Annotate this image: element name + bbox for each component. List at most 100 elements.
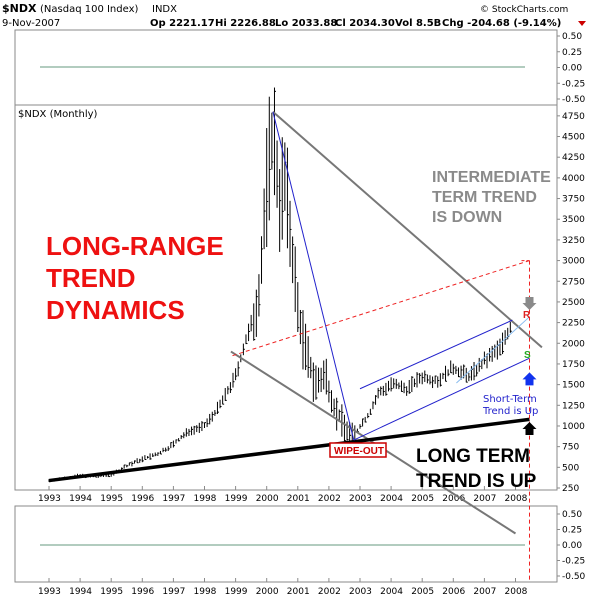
support-marker-s: S: [524, 350, 531, 361]
bottom-y-axis: 0.50 0.25 0.00 -0.25 -0.50: [557, 510, 586, 582]
indicator-y-tick-label: 0.00: [562, 64, 582, 74]
x-tick-label: 1999: [225, 587, 248, 597]
x-tick-label: 2008: [505, 494, 528, 504]
x-tick-label: 1996: [131, 587, 154, 597]
indicator-y-tick-label: -0.25: [562, 79, 585, 89]
price-y-tick-label: 3000: [562, 257, 585, 267]
title-line-2: TREND: [46, 263, 136, 293]
chart-date: 9-Nov-2007: [2, 18, 60, 29]
x-tick-label: 1995: [100, 494, 123, 504]
change-value: Chg -204.68 (-9.14%): [442, 18, 561, 29]
intermediate-line-3: IS DOWN: [432, 209, 502, 226]
wipeout-box: [329, 442, 387, 458]
gray-down-arrow-icon: [522, 297, 537, 311]
intermediate-line-2: TERM TREND: [432, 189, 537, 206]
price-y-tick-label: 1500: [562, 381, 585, 391]
short-term-lower: [353, 357, 530, 441]
x-tick-label: 2001: [287, 587, 310, 597]
indicator-y-tick-label: 0.00: [562, 541, 582, 551]
x-tick-label: 1993: [38, 494, 61, 504]
x-tick-label: 1994: [69, 587, 92, 597]
x-tick-label: 2006: [442, 494, 465, 504]
volume-value: Vol 8.5B: [395, 18, 441, 29]
x-tick-label: 2004: [380, 587, 403, 597]
bottom-x-axis: 1993 1994 1995 1996 1997 1998 1999 2000 2001 2002…: [38, 578, 528, 597]
x-tick-label: 1993: [38, 587, 61, 597]
x-tick-label: 2000: [256, 494, 279, 504]
change-down-arrow-icon: [578, 21, 586, 26]
index-name: (Nasdaq 100 Index): [40, 4, 139, 15]
indicator-y-tick-label: -0.25: [562, 557, 585, 567]
x-tick-label: 1997: [162, 494, 185, 504]
price-y-tick-label: 4750: [562, 112, 585, 122]
top-y-axis: 0.50 0.25 0.00 -0.25 -0.50: [557, 32, 586, 105]
price-y-tick-label: 1750: [562, 360, 585, 370]
intermediate-line-1: INTERMEDIATE: [432, 169, 551, 186]
price-y-tick-label: 500: [562, 463, 579, 473]
indicator-y-tick-label: 0.25: [562, 48, 582, 58]
bottom-indicator-panel: [14, 505, 558, 583]
symbol: $NDX: [2, 2, 37, 15]
price-y-tick-label: 2750: [562, 277, 585, 287]
price-y-tick-label: 3750: [562, 195, 585, 205]
x-tick-label: 2002: [318, 494, 341, 504]
blue-up-arrow-icon: [522, 372, 537, 386]
short-term-upper: [359, 319, 513, 390]
x-tick-label: 1997: [162, 587, 185, 597]
resistance-dashed: [232, 260, 530, 357]
arrows: [522, 297, 537, 435]
price-y-tick-label: 2000: [562, 339, 585, 349]
title-line-1: LONG-RANGE: [46, 231, 224, 261]
black-up-arrow-icon: [522, 421, 537, 435]
x-tick-label: 2005: [411, 587, 434, 597]
price-y-tick-label: 4250: [562, 153, 585, 163]
x-tick-label: 2003: [349, 494, 372, 504]
price-y-tick-label: 2250: [562, 319, 585, 329]
x-tick-label: 1994: [69, 494, 92, 504]
x-tick-label: 1998: [194, 494, 217, 504]
x-tick-label: 2001: [287, 494, 310, 504]
long-term-support: [48, 417, 530, 483]
x-tick-label: 2007: [473, 587, 496, 597]
long-term-line-2: TREND IS UP: [416, 471, 537, 492]
exchange: INDX: [152, 4, 177, 15]
annotations: LONG-RANGE TREND DYNAMICS INTERMEDIATE T…: [46, 169, 551, 492]
x-tick-label: 2004: [380, 494, 403, 504]
primary-channel-upper: [272, 110, 543, 349]
indicator-y-tick-label: -0.50: [562, 95, 586, 105]
short-term-line-2: Trend is Up: [482, 406, 538, 417]
crash-line: [272, 111, 355, 441]
price-y-tick-label: 1250: [562, 401, 585, 411]
close-value: Cl 2034.30: [335, 18, 395, 29]
open-value: Op 2221.17: [150, 18, 215, 29]
price-x-axis: 1993 1994 1995 1996 1997 1998 1999 2000 2001 2002…: [38, 486, 528, 504]
indicator-y-tick-label: 0.25: [562, 526, 582, 536]
price-panel-title: $NDX (Monthly): [18, 109, 98, 120]
price-y-tick-label: 4500: [562, 133, 585, 143]
indicator-zero-lines: [40, 66, 525, 546]
x-tick-label: 1995: [100, 587, 123, 597]
indicator-y-tick-label: 0.50: [562, 32, 582, 42]
x-tick-label: 2006: [442, 587, 465, 597]
x-tick-label: 1998: [194, 587, 217, 597]
price-y-tick-label: 250: [562, 484, 579, 494]
x-tick-label: 2007: [473, 494, 496, 504]
price-y-tick-label: 2500: [562, 298, 585, 308]
price-y-tick-label: 3250: [562, 236, 585, 246]
short-term-line-1: Short-Term: [483, 394, 537, 405]
title-line-3: DYNAMICS: [46, 295, 185, 325]
indicator-y-tick-label: 0.50: [562, 510, 582, 520]
low-value: Lo 2033.88: [275, 18, 337, 29]
chart-header: $NDX (Nasdaq 100 Index) INDX © StockChar…: [2, 2, 586, 29]
resistance-marker-r: R: [523, 310, 531, 321]
wipeout-label: WIPE-OUT: [334, 446, 384, 457]
trendlines: [48, 110, 543, 535]
indicator-y-tick-label: -0.50: [562, 572, 586, 582]
high-value: Hi 2226.88: [215, 18, 276, 29]
x-tick-label: 2002: [318, 587, 341, 597]
price-y-tick-label: 3500: [562, 215, 585, 225]
price-y-tick-label: 1000: [562, 422, 585, 432]
x-tick-label: 2005: [411, 494, 434, 504]
x-tick-label: 2000: [256, 587, 279, 597]
